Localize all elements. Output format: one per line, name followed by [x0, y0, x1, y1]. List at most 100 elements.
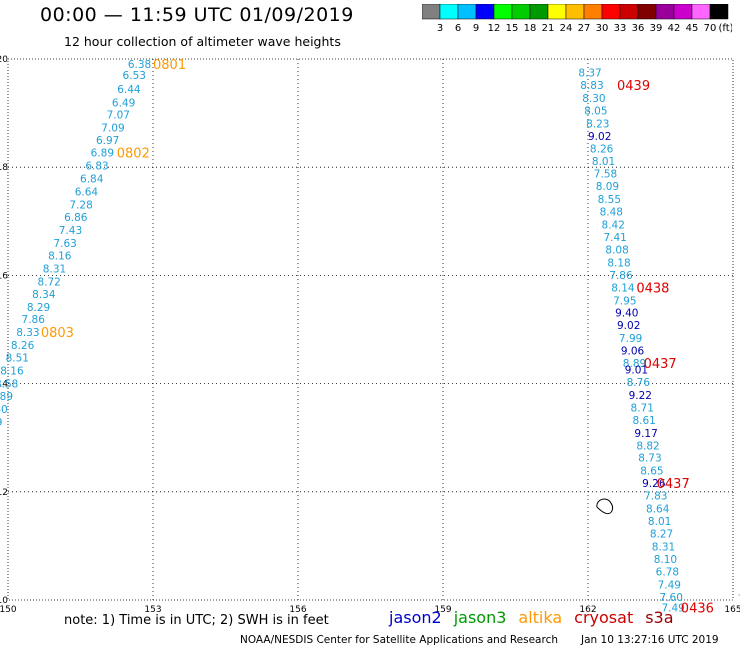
data-point-label: 8.73 — [638, 453, 661, 465]
x-tick-label: 150 — [0, 605, 17, 615]
data-point-label: 9.02 — [588, 131, 611, 143]
data-point-label: 7.28 — [69, 200, 92, 212]
pass-time-label: 0803 — [41, 326, 74, 341]
data-point-label: 8.26 — [590, 143, 614, 155]
data-point-label: 6.97 — [96, 135, 119, 147]
colorbar-label: 12 — [488, 23, 501, 34]
pass-time-label: 0439 — [617, 79, 650, 94]
pass-time-label: 0437 — [657, 477, 690, 492]
data-point-label: 7.43 — [59, 225, 82, 237]
data-point-label: 8.10 — [654, 554, 677, 566]
colorbar-label: 3 — [437, 23, 443, 34]
data-point-label: 7.09 — [101, 123, 124, 135]
data-point-label: 9.01 — [625, 365, 648, 377]
x-tick-label: 165 — [724, 605, 740, 615]
data-point-label: 6.49 — [112, 97, 135, 109]
pass-time-label: 0802 — [117, 147, 150, 162]
data-point-label: 8.29 — [0, 417, 2, 429]
pass-time-label: 0436 — [681, 602, 714, 617]
data-point-label: 8.82 — [636, 440, 659, 452]
data-point-label: 9.17 — [634, 428, 657, 440]
data-point-label: 8.51 — [6, 353, 29, 365]
data-point-label: 8.31 — [43, 263, 66, 275]
x-tick-label: 156 — [289, 605, 306, 615]
colorbar-label: 39 — [650, 23, 663, 34]
data-point-label: 9.06 — [621, 346, 645, 358]
colorbar-label: 30 — [596, 23, 609, 34]
data-point-label: 7.86 — [22, 314, 46, 326]
data-point-label: 8.76 — [627, 377, 651, 389]
data-point-label: 8.65 — [640, 466, 663, 478]
data-point-label: 7.60 — [660, 592, 683, 604]
pass-time-label: 0437 — [644, 357, 677, 372]
data-point-label: 8.37 — [578, 68, 601, 80]
data-point-label: 8.55 — [598, 194, 621, 206]
data-point-label: 8.61 — [632, 415, 655, 427]
footer-note: note: 1) Time is in UTC; 2) SWH is in fe… — [64, 613, 329, 628]
colorbar-label: 33 — [614, 23, 627, 34]
data-point-label: 7.63 — [53, 238, 76, 250]
data-point-label: 6.44 — [117, 84, 141, 96]
data-point-label: 8.16 — [48, 250, 72, 262]
y-tick-label: 20 — [0, 55, 8, 65]
data-point-label: 8.83 — [580, 80, 603, 92]
pass-time-label: 0801 — [153, 58, 186, 73]
data-point-label: 8.30 — [582, 93, 605, 105]
data-point-label: 8.01 — [592, 156, 615, 168]
colorbar-label: 42 — [668, 23, 681, 34]
data-point-label: 6.38 — [128, 59, 151, 71]
pass-time-label: 0438 — [636, 281, 669, 296]
colorbar-label: 70 — [704, 23, 717, 34]
data-point-label: 8.33 — [16, 327, 39, 339]
data-point-label: 8.89 — [0, 391, 13, 403]
y-tick-label: 10 — [0, 596, 8, 606]
y-tick-label: 14 — [0, 380, 8, 390]
generated-timestamp: Jan 10 13:27:16 UTC 2019 — [581, 634, 719, 646]
data-point-label: 8.34 — [32, 289, 56, 301]
data-point-label: 7.41 — [603, 232, 626, 244]
page-title: 00:00 — 11:59 UTC 01/09/2019 — [40, 4, 354, 26]
island-outline — [596, 498, 614, 515]
y-tick-label: 12 — [0, 488, 8, 498]
data-point-label: 8.58 — [0, 379, 18, 391]
data-point-label: 7.07 — [107, 110, 130, 122]
data-point-label: 8.71 — [631, 402, 654, 414]
colorbar-label: 24 — [560, 23, 573, 34]
colorbar-label: 6 — [455, 23, 461, 34]
data-point-label: 8.27 — [650, 528, 673, 540]
data-point-label: 9.22 — [629, 390, 652, 402]
colorbar-label: 27 — [578, 23, 591, 34]
data-point-label: 8.09 — [596, 181, 619, 193]
data-point-label: 7.95 — [613, 295, 636, 307]
data-point-label: 7 — [738, 593, 740, 605]
satellite-legend: jason2 jason3 altika cryosat s3a — [389, 608, 686, 627]
data-point-label: 6.84 — [80, 174, 104, 186]
data-point-label: 9.26 — [642, 478, 666, 490]
data-point-label: 7.58 — [594, 169, 617, 181]
colorbar-label: 21 — [542, 23, 555, 34]
x-tick-label: 162 — [579, 605, 596, 615]
data-point-label: 8.80 — [0, 404, 8, 416]
data-point-label: 7.49 — [661, 603, 684, 615]
chart-subtitle: 12 hour collection of altimeter wave hei… — [64, 34, 341, 49]
colorbar-label: 15 — [506, 23, 519, 34]
y-tick-label: 16 — [0, 271, 8, 281]
data-point-label: 8.26 — [11, 340, 35, 352]
colorbar-label: 9 — [473, 23, 479, 34]
colorbar-swatch — [709, 4, 729, 20]
x-tick-label: 159 — [434, 605, 451, 615]
data-point-label: 8.42 — [602, 220, 625, 232]
data-point-label: 6.89 — [91, 148, 114, 160]
credit-line: NOAA/NESDIS Center for Satellite Applica… — [240, 634, 558, 646]
data-point-label: 8.48 — [600, 207, 623, 219]
data-point-label: 7.83 — [644, 491, 667, 503]
data-point-label: 6.83 — [85, 161, 108, 173]
data-point-label: 6.64 — [75, 187, 99, 199]
data-point-label: 8.23 — [586, 118, 609, 130]
data-point-label: 6.53 — [123, 70, 146, 82]
data-point-label: 9.02 — [617, 320, 640, 332]
data-point-label: 8.01 — [648, 516, 671, 528]
legend-item: cryosat — [574, 608, 634, 627]
